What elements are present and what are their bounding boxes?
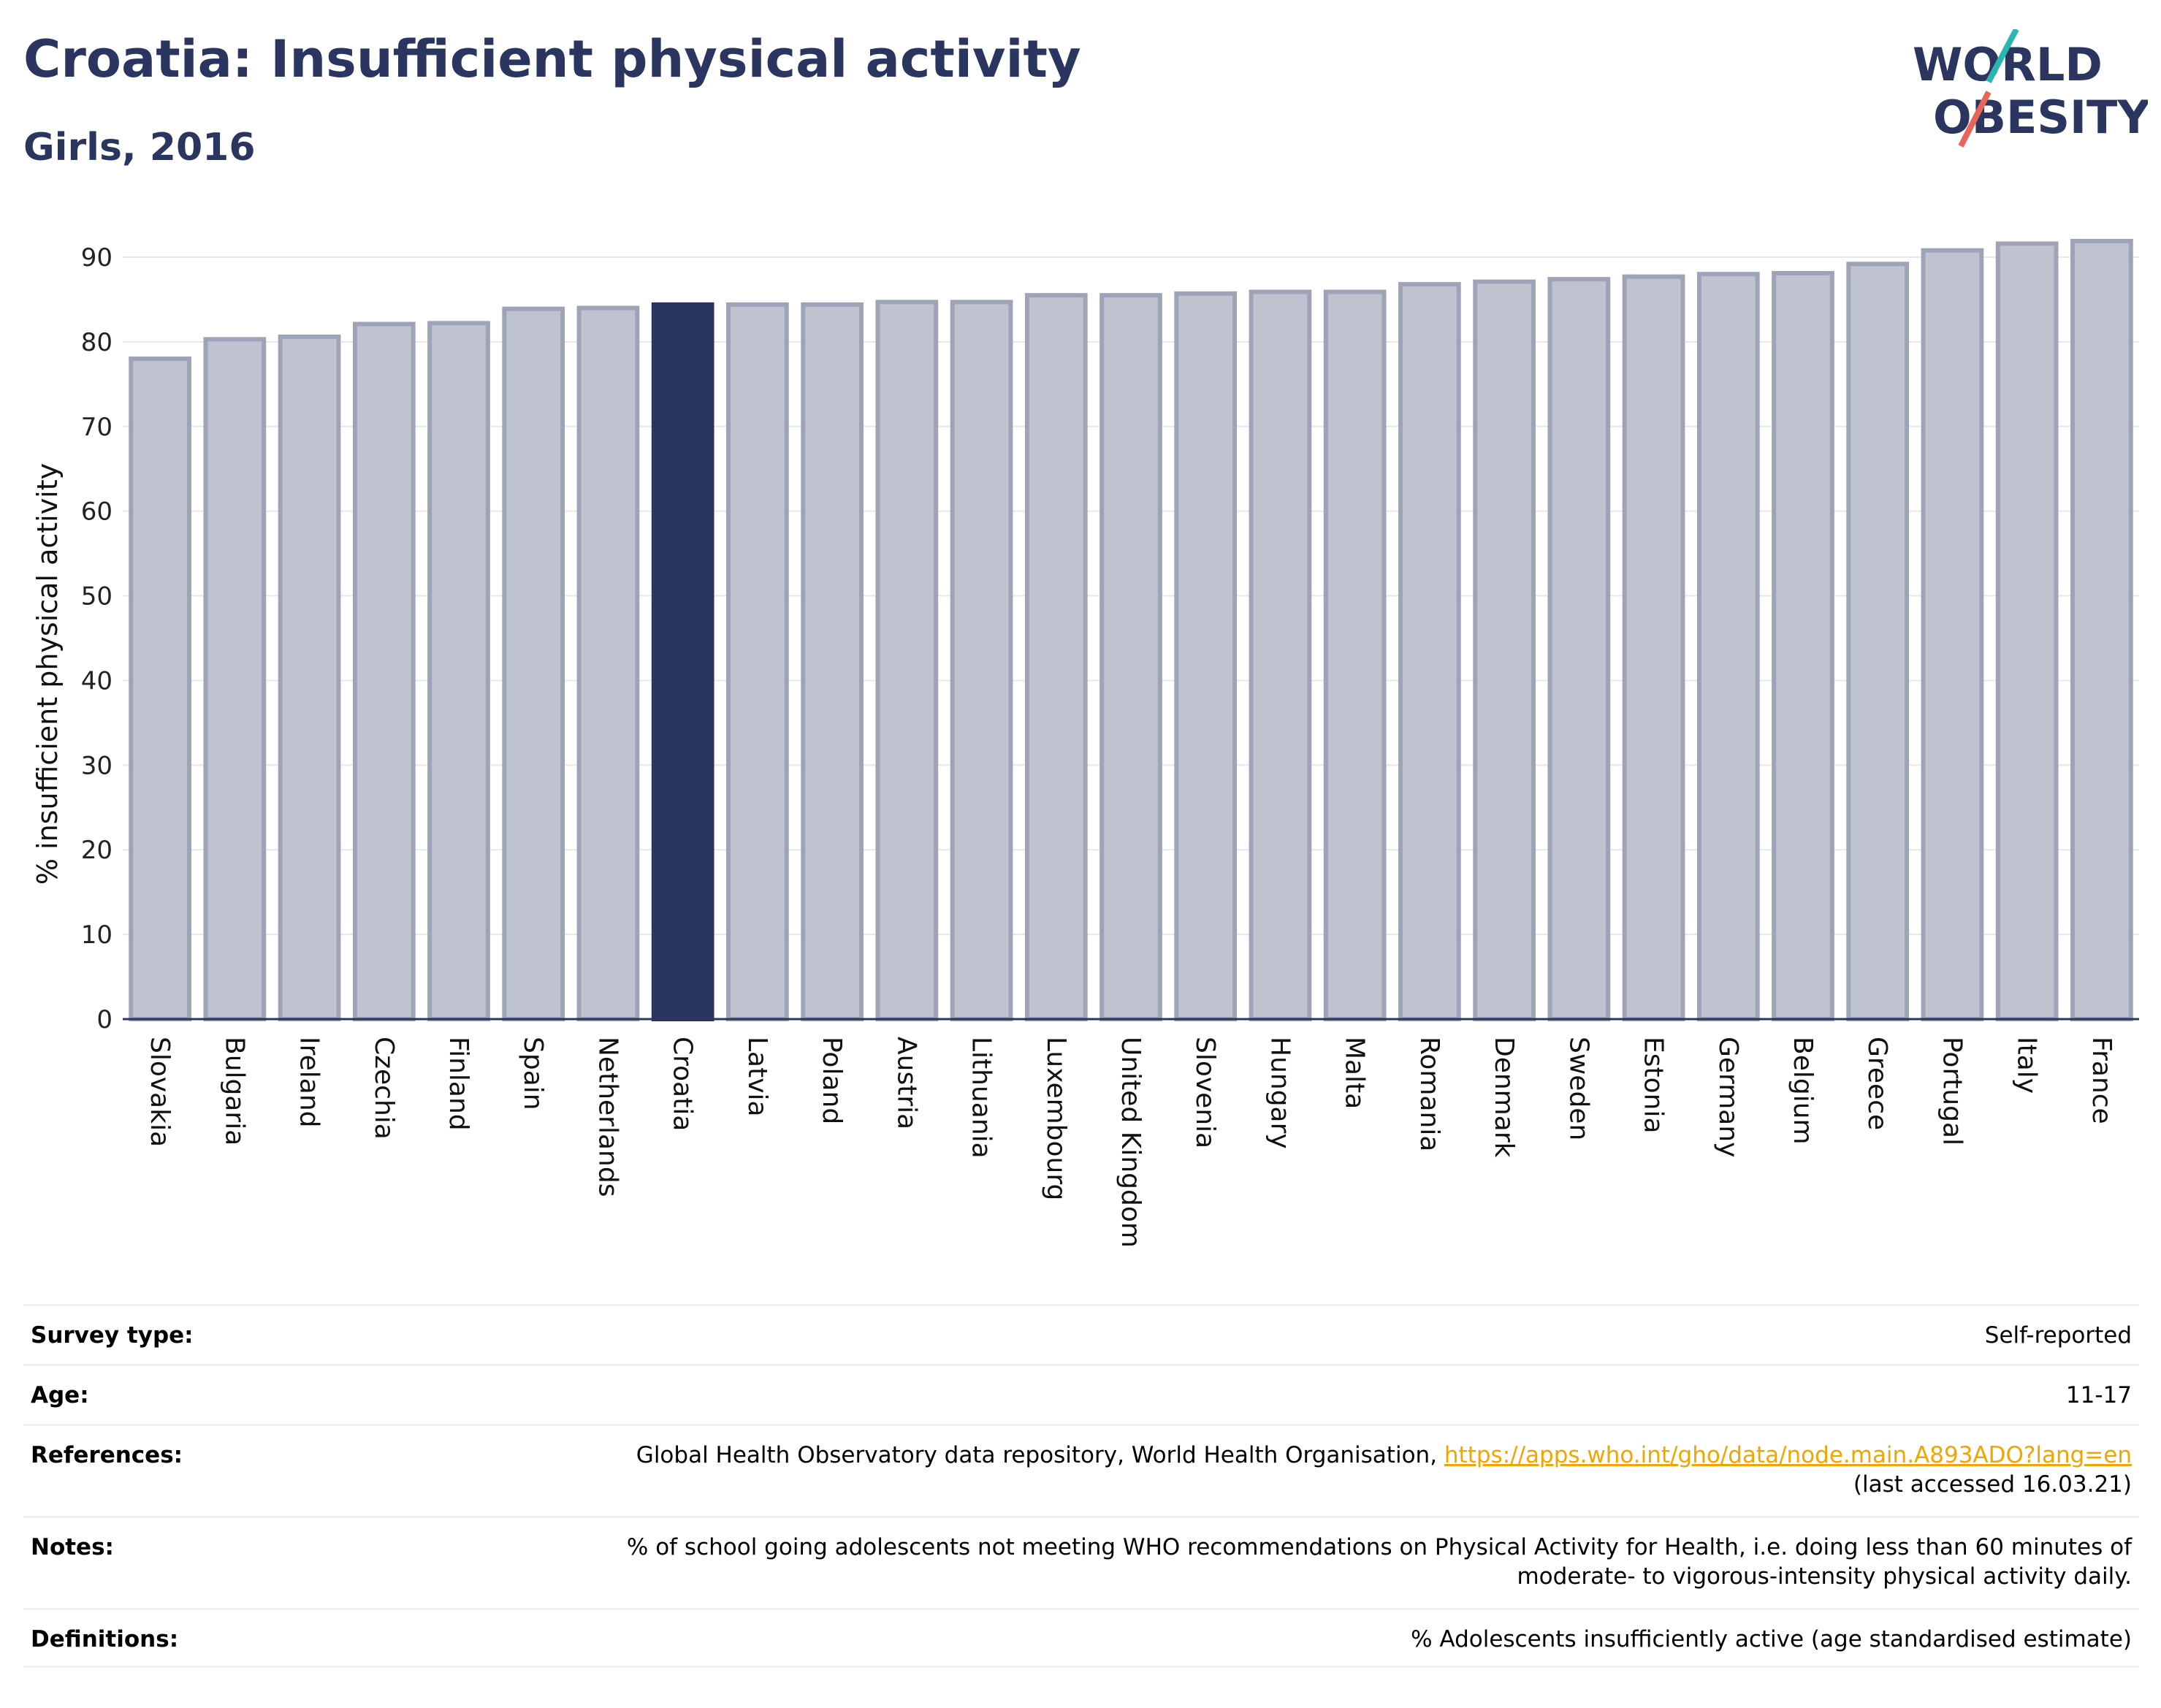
x-tick-label: Hungary xyxy=(1265,1037,1295,1149)
bar-malta xyxy=(1323,289,1387,1021)
x-tick-label: Luxembourg xyxy=(1041,1037,1071,1200)
y-tick-label: 40 xyxy=(81,666,113,695)
x-tick-label: Finland xyxy=(443,1037,473,1131)
bar-bulgaria xyxy=(203,337,267,1021)
y-tick-label: 60 xyxy=(81,497,113,527)
x-tick-label: Netherlands xyxy=(592,1037,622,1197)
notes-line-1: % of school going adolescents not meetin… xyxy=(626,1534,2132,1560)
survey-type-value: Self-reported xyxy=(1984,1322,2132,1349)
x-tick-label: Estonia xyxy=(1639,1037,1669,1134)
bar-chart: 0 10 20 30 40 50 60 70 80 90 Slovakia Bulgaria Irela… xyxy=(31,238,2139,1248)
bar-latvia xyxy=(726,302,789,1021)
x-tick-label: Poland xyxy=(817,1037,847,1124)
bar-estonia xyxy=(1622,274,1685,1022)
y-axis-label: % insufficient physical activity xyxy=(31,463,64,885)
y-tick-label: 30 xyxy=(81,751,113,780)
bar-luxembourg xyxy=(1024,293,1088,1021)
x-tick-label: Austria xyxy=(891,1037,921,1129)
info-row-references: References: Global Health Observatory da… xyxy=(23,1424,2139,1516)
bar-hungary xyxy=(1249,289,1312,1021)
x-tick-label: Croatia xyxy=(668,1037,698,1131)
notes-label: Notes: xyxy=(31,1534,114,1560)
y-tick-label: 20 xyxy=(81,836,113,865)
x-tick-label: Malta xyxy=(1340,1037,1370,1109)
notes-line-2: moderate- to vigorous-intensity physical… xyxy=(1517,1563,2132,1590)
x-tick-label: Lithuania xyxy=(967,1037,996,1159)
bar-spain xyxy=(502,306,565,1022)
y-tick-label: 10 xyxy=(81,920,113,950)
bar-portugal xyxy=(1921,248,1984,1021)
x-tick-label: United Kingdom xyxy=(1116,1037,1146,1248)
y-tick-label: 50 xyxy=(81,582,113,611)
definitions-value: % Adolescents insufficiently active (age… xyxy=(1411,1626,2132,1652)
bar-lithuania xyxy=(950,300,1013,1022)
world-obesity-logo: WORLD OBESITY xyxy=(1913,29,2148,148)
references-value: Global Health Observatory data repositor… xyxy=(469,1441,2132,1499)
survey-type-label: Survey type: xyxy=(31,1322,194,1349)
y-tick-label: 80 xyxy=(81,328,113,357)
age-value: 11-17 xyxy=(2065,1382,2132,1408)
bar-slovenia xyxy=(1174,291,1238,1021)
x-tick-label: Slovakia xyxy=(145,1037,175,1147)
x-tick-label: Italy xyxy=(2012,1037,2042,1094)
bar-czechia xyxy=(352,321,416,1021)
bar-netherlands xyxy=(576,305,640,1021)
y-tick-label: 90 xyxy=(81,243,113,272)
references-link[interactable]: https://apps.who.int/gho/data/node.main.… xyxy=(1444,1442,2132,1468)
y-tick-label: 0 xyxy=(96,1005,113,1034)
x-tick-label: Sweden xyxy=(1563,1037,1593,1140)
bar-denmark xyxy=(1473,279,1536,1021)
bar-poland xyxy=(801,302,864,1021)
bar-ireland xyxy=(278,334,341,1021)
x-tick-label: Portugal xyxy=(1937,1037,1967,1145)
x-tick-label: Latvia xyxy=(742,1037,772,1117)
x-tick-label: Romania xyxy=(1414,1037,1444,1151)
bar-belgium xyxy=(1772,271,1834,1022)
x-tick-label: Germany xyxy=(1713,1037,1743,1157)
page-subtitle: Girls, 2016 xyxy=(23,126,256,169)
bar-croatia xyxy=(651,302,714,1021)
bar-finland xyxy=(427,321,490,1022)
x-tick-label: Bulgaria xyxy=(219,1037,249,1145)
info-row-notes: Notes: % of school going adolescents not… xyxy=(23,1516,2139,1608)
x-tick-label: Ireland xyxy=(294,1037,324,1128)
bar-slovakia xyxy=(129,357,191,1022)
references-label: References: xyxy=(31,1442,183,1468)
references-accessed: (last accessed 16.03.21) xyxy=(1853,1471,2132,1498)
bar-romania xyxy=(1398,282,1461,1021)
bar-sweden xyxy=(1547,277,1611,1021)
info-table: Survey type: Self-reported Age: 11-17 Re… xyxy=(23,1304,2139,1668)
bar-italy xyxy=(1995,241,2059,1021)
bar-germany xyxy=(1696,272,1760,1021)
y-tick-label: 70 xyxy=(81,413,113,442)
logo-slash-red xyxy=(1958,91,1992,148)
x-tick-label: Belgium xyxy=(1788,1037,1818,1145)
x-tick-label: Slovenia xyxy=(1190,1037,1220,1148)
logo-slash-teal xyxy=(1986,29,2019,83)
bar-greece xyxy=(1846,262,1910,1021)
notes-value: % of school going adolescents not meetin… xyxy=(469,1533,2132,1591)
bar-france xyxy=(2070,238,2133,1022)
info-row-definitions: Definitions: % Adolescents insufficientl… xyxy=(23,1608,2139,1668)
info-row-age: Age: 11-17 xyxy=(23,1364,2139,1424)
x-tick-label: Czechia xyxy=(369,1037,399,1140)
x-tick-label: France xyxy=(2086,1037,2116,1124)
bar-united-kingdom xyxy=(1099,293,1162,1021)
age-label: Age: xyxy=(31,1382,89,1408)
info-row-survey-type: Survey type: Self-reported xyxy=(23,1304,2139,1364)
bar-austria xyxy=(875,300,939,1022)
definitions-label: Definitions: xyxy=(31,1626,179,1652)
x-tick-label: Denmark xyxy=(1489,1037,1519,1158)
x-tick-label: Greece xyxy=(1862,1037,1892,1130)
x-tick-label: Spain xyxy=(518,1037,548,1110)
page-title: Croatia: Insufficient physical activity xyxy=(23,29,1081,89)
references-text: Global Health Observatory data repositor… xyxy=(636,1442,1438,1468)
